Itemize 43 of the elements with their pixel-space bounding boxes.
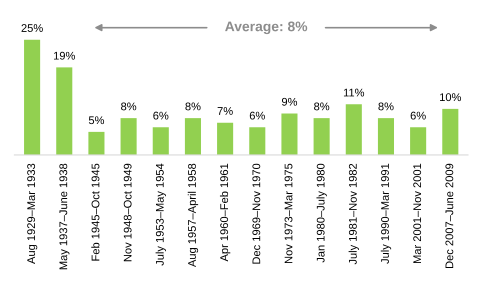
bar <box>346 104 362 155</box>
data-label: 6% <box>153 112 168 120</box>
data-label: 8% <box>378 102 394 110</box>
data-label: 8% <box>121 102 136 110</box>
x-tick-label: Nov 1948–Oct 1949 <box>124 164 132 262</box>
data-label: 19% <box>54 52 75 60</box>
x-tick-label: Jan 1980–July 1980 <box>316 164 327 263</box>
bar <box>120 118 137 155</box>
bar <box>56 67 72 155</box>
data-label: 8% <box>314 102 330 110</box>
bar <box>24 40 40 155</box>
x-tick-label: July 1990–Mar 1991 <box>380 164 392 264</box>
x-tick-label: Feb 1945–Oct 1945 <box>91 164 100 261</box>
bar <box>184 118 201 155</box>
bar <box>88 132 104 155</box>
data-label: 8% <box>185 102 201 110</box>
x-tick-label: July 1981–Nov 1982 <box>348 164 359 264</box>
data-label: 10% <box>440 93 462 102</box>
x-tick-label: Apr 1960–Feb 1961 <box>220 164 230 262</box>
data-label: 6% <box>250 112 265 120</box>
x-tick-label: Mar 2001–Nov 2001 <box>413 164 422 264</box>
x-tick-label: Dec 1969–Nov 1970 <box>252 164 260 264</box>
bar <box>442 108 458 155</box>
x-tick-label: Aug 1957–April 1958 <box>188 164 198 268</box>
x-tick-label: Nov 1973–Mar 1975 <box>284 164 292 264</box>
data-label: 5% <box>88 116 104 124</box>
data-label: 7% <box>218 107 233 115</box>
data-label: 6% <box>410 112 426 120</box>
x-tick-label: July 1953–May 1954 <box>156 164 166 266</box>
bar <box>378 118 394 155</box>
x-tick-label: May 1937–June 1938 <box>59 164 70 270</box>
data-label: 9% <box>282 98 298 106</box>
bar <box>217 122 234 155</box>
x-tick-label: Dec 2007–June 2009 <box>445 164 454 268</box>
bar <box>281 113 298 155</box>
bar <box>314 118 330 155</box>
data-label: 25% <box>22 24 43 32</box>
bar <box>152 127 169 155</box>
text: Average: 8% <box>225 21 308 34</box>
data-label: 11% <box>344 88 364 96</box>
bar <box>249 127 266 155</box>
x-tick-label: Aug 1929–Mar 1933 <box>27 164 38 264</box>
bar <box>410 127 426 155</box>
